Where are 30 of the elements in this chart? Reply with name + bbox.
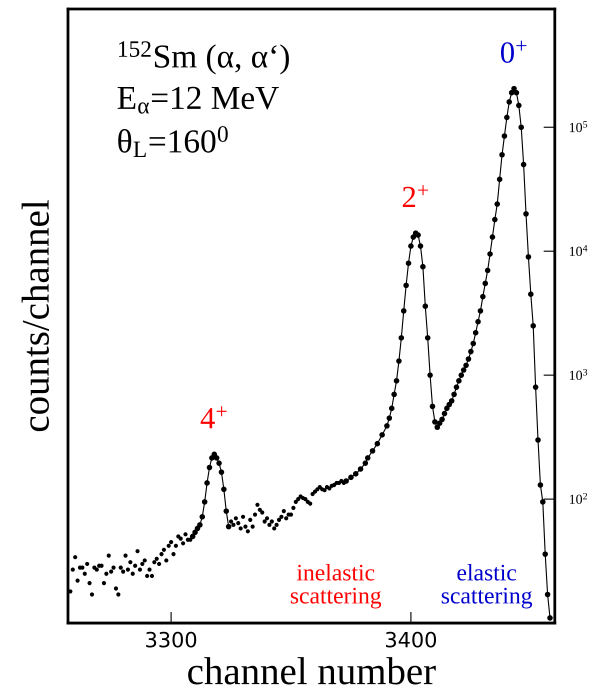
- point: [214, 455, 220, 461]
- point: [200, 514, 206, 520]
- annotation: 0$^{+}$: [500, 40, 526, 63]
- annotation: elastic scattering: [442, 564, 532, 608]
- annotation: $^{152}$Sm (α, α‘): [118, 41, 289, 75]
- annotation: inelastic scattering: [290, 564, 382, 608]
- point: [204, 480, 210, 486]
- x-tick-label: 3300: [146, 632, 196, 648]
- point: [226, 524, 232, 530]
- point: [202, 499, 208, 505]
- y-tick-label: 10$^{5}$: [570, 121, 588, 132]
- point: [190, 534, 196, 540]
- point: [216, 460, 222, 466]
- y-tick-label: 10$^{4}$: [570, 245, 588, 256]
- annotation: E$_{α}$=12 MeV: [118, 86, 279, 114]
- x-tick-label: 3400: [386, 632, 436, 648]
- annotation: θ$_{L}$=160$^{0}$: [118, 126, 228, 157]
- point: [211, 452, 218, 458]
- point: [218, 469, 224, 475]
- annotation: 4$^{+}$: [200, 406, 227, 428]
- point: [192, 530, 198, 536]
- y-tick-label: 10$^{2}$: [570, 492, 588, 504]
- point: [223, 508, 230, 514]
- y-axis-title: counts/channel: [22, 200, 49, 432]
- x-axis-title: channel number: [188, 657, 436, 684]
- point: [206, 464, 212, 470]
- point: [197, 522, 203, 528]
- annotation: 2$^{+}$: [402, 185, 428, 208]
- y-tick-label: 10$^{3}$: [570, 369, 588, 380]
- point: [221, 486, 227, 492]
